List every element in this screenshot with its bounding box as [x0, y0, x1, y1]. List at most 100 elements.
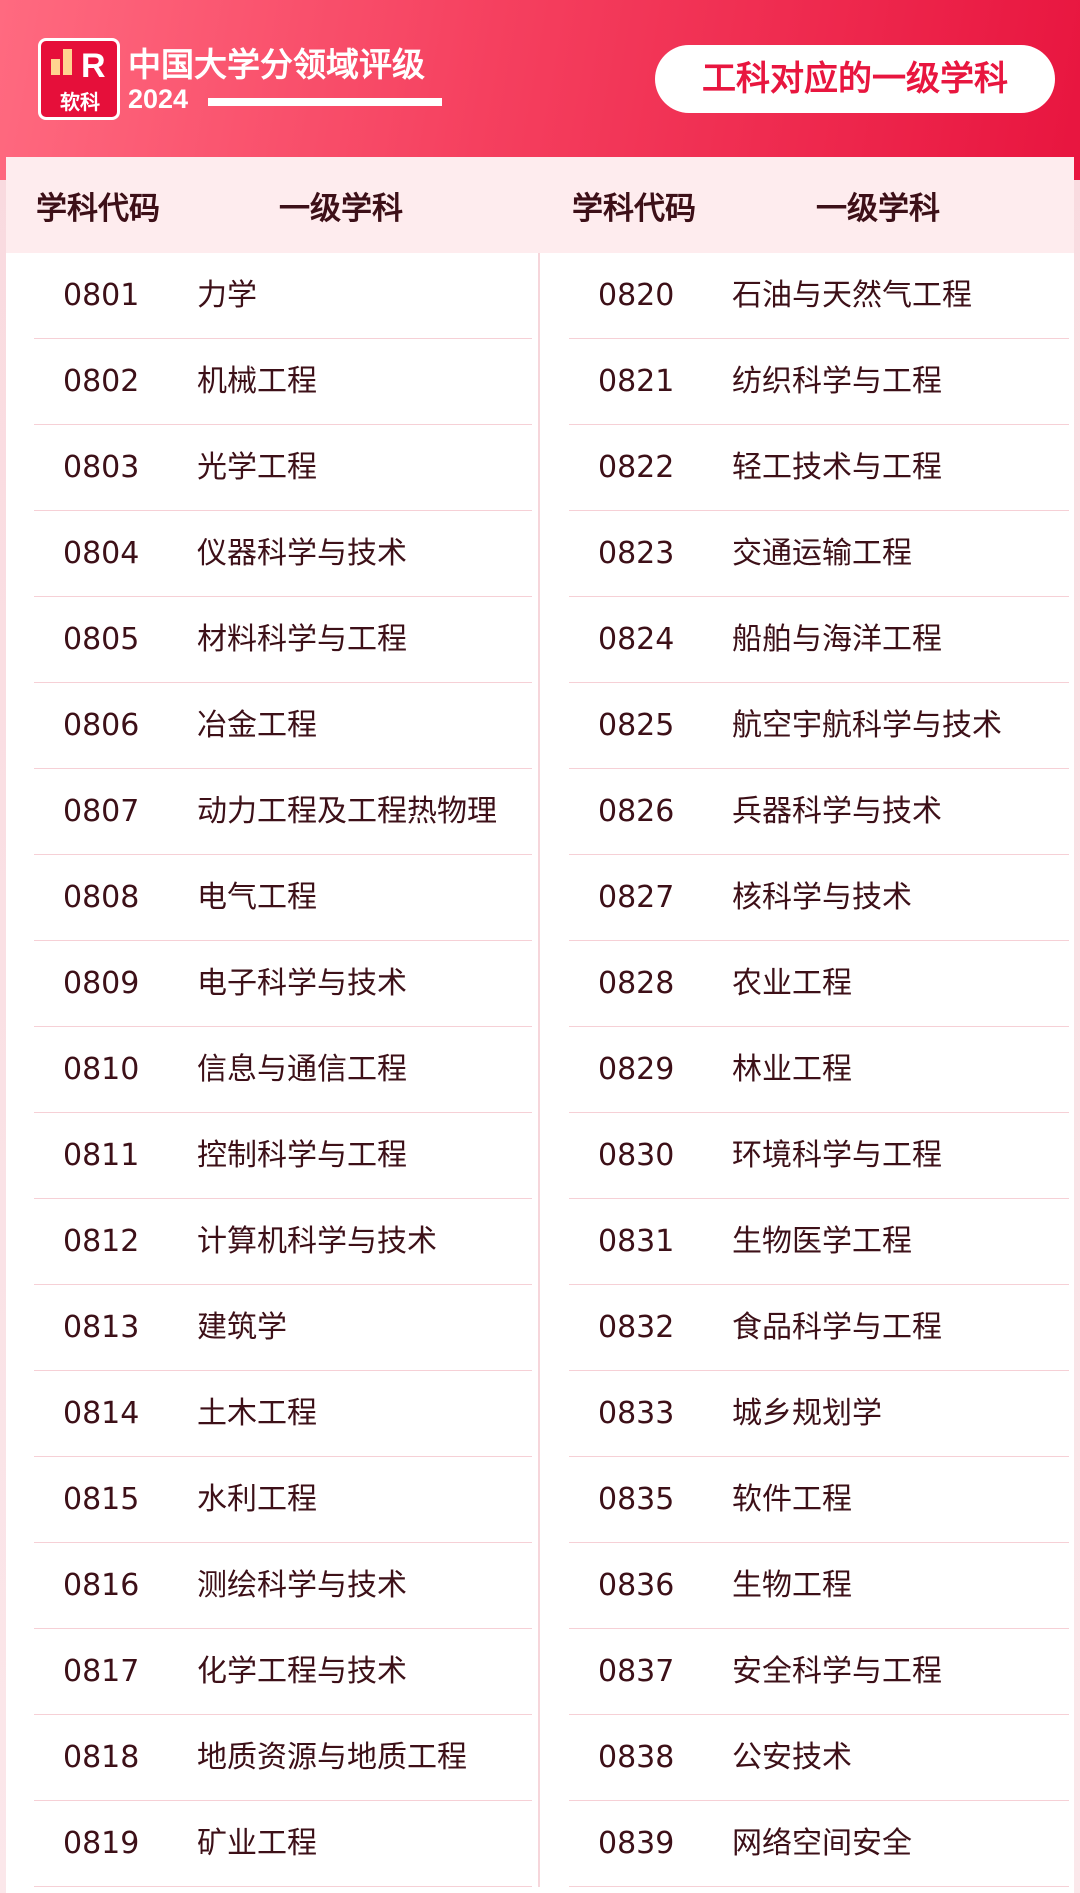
subject-code: 0838	[598, 1740, 675, 1775]
table-row: 0821 纺织科学与工程	[541, 339, 1075, 425]
subject-code: 0808	[63, 880, 140, 915]
section-badge: 工科对应的一级学科	[655, 45, 1055, 113]
subject-code: 0817	[63, 1654, 140, 1689]
table-row: 0815 水利工程	[6, 1457, 538, 1543]
subject-code: 0801	[63, 278, 140, 313]
subject-code: 0807	[63, 794, 140, 829]
subject-name: 石油与天然气工程	[732, 278, 972, 313]
subject-name: 纺织科学与工程	[732, 364, 942, 399]
subject-name: 测绘科学与技术	[197, 1568, 407, 1603]
table-row: 0826 兵器科学与技术	[541, 769, 1075, 855]
table-row: 0838 公安技术	[541, 1715, 1075, 1801]
subject-name: 控制科学与工程	[197, 1138, 407, 1173]
table-row: 0816 测绘科学与技术	[6, 1543, 538, 1629]
subject-code: 0806	[63, 708, 140, 743]
left-column: 0801 力学 0802 机械工程 0803 光学工程 0804 仪器科学与技术 0805 材料科…	[6, 253, 540, 1887]
subject-code: 0831	[598, 1224, 675, 1259]
subject-code: 0832	[598, 1310, 675, 1345]
subject-name: 化学工程与技术	[197, 1654, 407, 1689]
ruanke-logo: R 软科	[38, 38, 120, 120]
header-code: 学科代码	[36, 190, 160, 227]
subject-code: 0836	[598, 1568, 675, 1603]
subject-name: 计算机科学与技术	[197, 1224, 437, 1259]
table-row: 0808 电气工程	[6, 855, 538, 941]
table-row: 0809 电子科学与技术	[6, 941, 538, 1027]
subject-name: 环境科学与工程	[732, 1138, 942, 1173]
subject-table: 学科代码 一级学科 学科代码 一级学科 0801 力学 0802 机械工程 0803 光学…	[6, 157, 1074, 1893]
subject-name: 交通运输工程	[732, 536, 912, 571]
table-row: 0819 矿业工程	[6, 1801, 538, 1887]
subject-code: 0824	[598, 622, 675, 657]
table-row: 0811 控制科学与工程	[6, 1113, 538, 1199]
table-row: 0802 机械工程	[6, 339, 538, 425]
subject-name: 力学	[197, 278, 257, 313]
table-row: 0805 材料科学与工程	[6, 597, 538, 683]
subject-code: 0820	[598, 278, 675, 313]
subject-code: 0833	[598, 1396, 675, 1431]
subject-code: 0829	[598, 1052, 675, 1087]
subject-code: 0810	[63, 1052, 140, 1087]
subject-code: 0803	[63, 450, 140, 485]
subject-code: 0805	[63, 622, 140, 657]
subject-name: 土木工程	[197, 1396, 317, 1431]
table-row: 0832 食品科学与工程	[541, 1285, 1075, 1371]
subject-name: 核科学与技术	[732, 880, 912, 915]
header-code: 学科代码	[572, 190, 696, 227]
subject-name: 建筑学	[197, 1310, 287, 1345]
subject-code: 0825	[598, 708, 675, 743]
table-row: 0831 生物医学工程	[541, 1199, 1075, 1285]
subject-name: 公安技术	[732, 1740, 852, 1775]
table-row: 0803 光学工程	[6, 425, 538, 511]
subject-code: 0822	[598, 450, 675, 485]
header-subject: 一级学科	[816, 190, 940, 227]
table-row: 0814 土木工程	[6, 1371, 538, 1457]
subject-code: 0814	[63, 1396, 140, 1431]
subject-code: 0823	[598, 536, 675, 571]
subject-name: 电子科学与技术	[197, 966, 407, 1001]
table-row: 0833 城乡规划学	[541, 1371, 1075, 1457]
subject-name: 农业工程	[732, 966, 852, 1001]
table-row: 0820 石油与天然气工程	[541, 253, 1075, 339]
table-row: 0829 林业工程	[541, 1027, 1075, 1113]
right-column: 0820 石油与天然气工程 0821 纺织科学与工程 0822 轻工技术与工程 0823 交通…	[541, 253, 1075, 1887]
subject-code: 0815	[63, 1482, 140, 1517]
subject-code: 0821	[598, 364, 675, 399]
table-row: 0825 航空宇航科学与技术	[541, 683, 1075, 769]
subject-code: 0802	[63, 364, 140, 399]
table-row: 0818 地质资源与地质工程	[6, 1715, 538, 1801]
table-row: 0822 轻工技术与工程	[541, 425, 1075, 511]
table-row: 0827 核科学与技术	[541, 855, 1075, 941]
table-row: 0824 船舶与海洋工程	[541, 597, 1075, 683]
divider	[208, 98, 442, 106]
subject-name: 地质资源与地质工程	[197, 1740, 467, 1775]
subject-code: 0835	[598, 1482, 675, 1517]
subject-code: 0839	[598, 1826, 675, 1861]
table-row: 0817 化学工程与技术	[6, 1629, 538, 1715]
subject-name: 机械工程	[197, 364, 317, 399]
year-label: 2024	[128, 84, 189, 114]
subject-name: 光学工程	[197, 450, 317, 485]
table-row: 0835 软件工程	[541, 1457, 1075, 1543]
subject-code: 0813	[63, 1310, 140, 1345]
table-row: 0830 环境科学与工程	[541, 1113, 1075, 1199]
table-row: 0823 交通运输工程	[541, 511, 1075, 597]
subject-code: 0830	[598, 1138, 675, 1173]
subject-name: 生物工程	[732, 1568, 852, 1603]
subject-name: 电气工程	[197, 880, 317, 915]
subject-name: 仪器科学与技术	[197, 536, 407, 571]
subject-name: 食品科学与工程	[732, 1310, 942, 1345]
subject-code: 0812	[63, 1224, 140, 1259]
table-row: 0801 力学	[6, 253, 538, 339]
subject-name: 矿业工程	[197, 1826, 317, 1861]
subject-name: 冶金工程	[197, 708, 317, 743]
subject-name: 轻工技术与工程	[732, 450, 942, 485]
subject-name: 航空宇航科学与技术	[732, 708, 1002, 743]
subject-name: 城乡规划学	[732, 1396, 882, 1431]
subject-code: 0828	[598, 966, 675, 1001]
subject-name: 材料科学与工程	[197, 622, 407, 657]
subject-name: 林业工程	[732, 1052, 852, 1087]
subject-code: 0804	[63, 536, 140, 571]
subject-code: 0826	[598, 794, 675, 829]
subject-code: 0818	[63, 1740, 140, 1775]
table-row: 0806 冶金工程	[6, 683, 538, 769]
